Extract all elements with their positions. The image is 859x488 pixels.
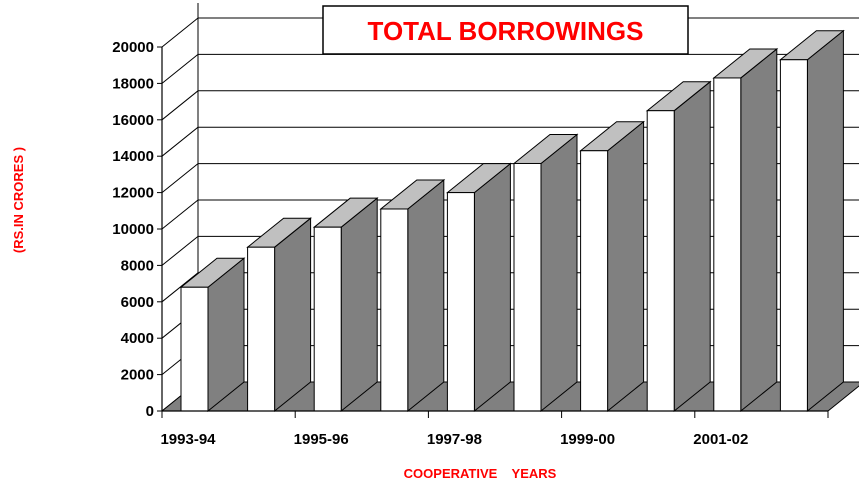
x-axis-title: COOPERATIVE YEARS: [404, 466, 557, 481]
bar-side: [407, 178, 445, 413]
x-tick-label: 1993-94: [160, 431, 216, 448]
bar: [712, 47, 779, 413]
bar: [246, 217, 313, 413]
x-tick-label: 2001-02: [693, 431, 748, 448]
bar-front: [247, 246, 276, 412]
y-tick-label: 14000: [112, 148, 154, 165]
axis-layer: 0 2000 4000 6000 8000 10000 12000 14000 16000 180…: [112, 39, 829, 448]
bar-side: [540, 133, 578, 413]
bar: [445, 162, 512, 413]
bar-side: [806, 29, 844, 413]
x-tick-label: 1997-98: [427, 431, 482, 448]
bar-front: [513, 162, 542, 412]
chart-title-box: TOTAL BORROWINGS: [322, 5, 689, 55]
depth-line: [161, 163, 199, 193]
bar-side: [673, 80, 711, 413]
bar-front: [646, 110, 675, 412]
depth-line: [161, 54, 199, 84]
y-tick-label: 0: [146, 403, 154, 420]
bar: [579, 120, 646, 413]
y-tick-label: 20000: [112, 39, 154, 56]
depth-line: [161, 126, 199, 157]
bar-front: [180, 286, 209, 412]
y-tick-label: 12000: [112, 185, 154, 202]
depth-line: [161, 236, 199, 266]
y-tick-label: 18000: [112, 75, 154, 92]
bar-side: [607, 120, 645, 413]
bar: [645, 80, 712, 413]
depth-line: [161, 90, 199, 121]
bar-front: [713, 77, 742, 412]
x-tick-label: 1995-96: [294, 431, 349, 448]
depth-line: [161, 272, 199, 303]
bar-front: [580, 150, 609, 412]
chart-title-frame: [322, 5, 689, 55]
bar: [512, 133, 579, 413]
bar: [379, 178, 446, 413]
bar-side: [740, 47, 778, 413]
bar-front: [313, 226, 342, 412]
bar: [179, 257, 246, 413]
y-tick-label: 8000: [121, 257, 154, 274]
y-tick-label: 16000: [112, 112, 154, 129]
bar: [312, 197, 379, 413]
depth-line: [161, 17, 199, 48]
bar-side: [340, 197, 378, 413]
y-axis-title: (RS.IN CRORES ): [11, 147, 26, 253]
bars-layer: [179, 29, 845, 413]
bar: [778, 29, 845, 413]
y-tick-label: 2000: [121, 367, 154, 384]
y-tick-label: 6000: [121, 294, 154, 311]
bar-front: [380, 208, 409, 412]
bar-front: [446, 192, 475, 412]
chart-title: TOTAL BORROWINGS: [368, 16, 644, 46]
x-tick-label: 1999-00: [560, 431, 615, 448]
bar-side: [473, 162, 511, 413]
y-tick-label: 4000: [121, 330, 154, 347]
bar-side: [274, 217, 312, 413]
y-tick-label: 10000: [112, 221, 154, 238]
bar-front: [779, 59, 808, 412]
depth-line: [161, 199, 199, 230]
